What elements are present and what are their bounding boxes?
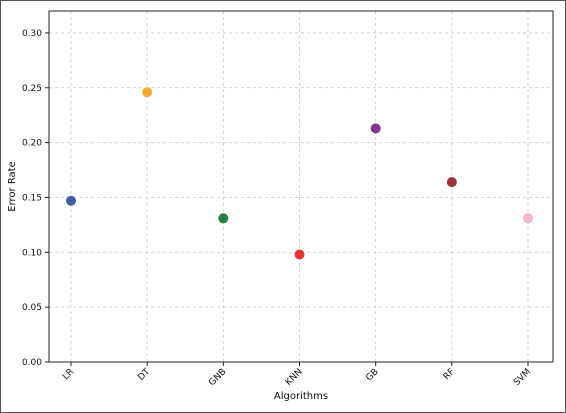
data-point <box>446 177 457 188</box>
x-tick-label: LR <box>61 367 76 382</box>
plot-area-frame <box>48 10 554 363</box>
data-point <box>294 249 305 260</box>
y-tick-label: 0.00 <box>22 358 42 368</box>
y-tick-label: 0.15 <box>22 193 42 203</box>
data-point <box>523 213 533 224</box>
y-axis-label: Error Rate <box>7 161 18 211</box>
x-axis-label: Algorithms <box>274 391 328 402</box>
x-tick-label: GB <box>364 367 380 383</box>
data-point <box>66 195 76 206</box>
y-tick-label: 0.30 <box>22 29 42 39</box>
x-tick-label: GNB <box>207 367 228 388</box>
data-point <box>370 123 381 134</box>
x-tick-label: SVM <box>512 367 533 388</box>
axis-layer: 0.00 0.05 0.10 0.15 0.20 0.25 0.30 LR DT GNB KNN GB… <box>22 29 533 388</box>
y-tick-label: 0.20 <box>22 139 42 149</box>
data-point <box>142 87 153 98</box>
points-layer <box>66 87 533 260</box>
x-tick-label: RF <box>442 367 457 382</box>
data-point <box>218 213 229 224</box>
y-tick-label: 0.10 <box>22 248 42 258</box>
x-tick-label: DT <box>136 367 152 383</box>
grid-layer <box>49 11 553 363</box>
y-tick-label: 0.25 <box>22 84 42 94</box>
y-tick-label: 0.05 <box>22 303 42 313</box>
x-tick-label: KNN <box>284 367 305 388</box>
